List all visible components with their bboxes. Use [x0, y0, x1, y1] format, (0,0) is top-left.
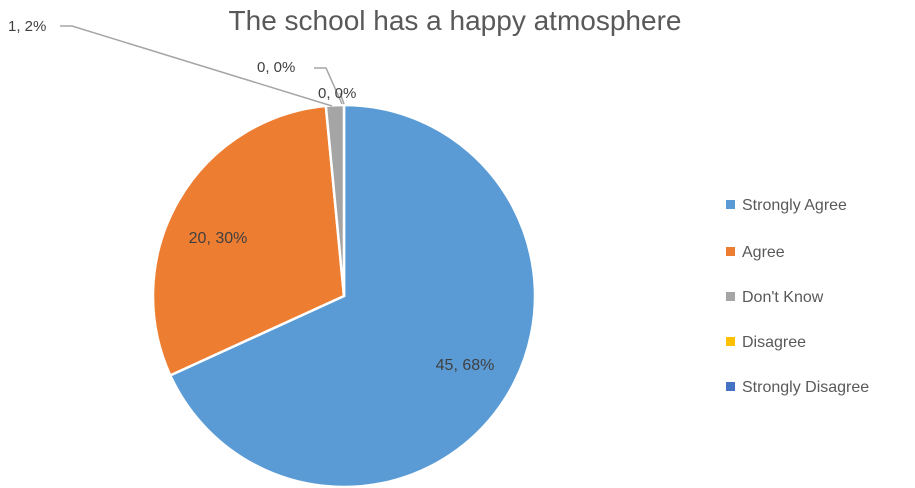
legend-swatch-strongly-disagree	[726, 382, 735, 391]
legend-label-strongly-disagree: Strongly Disagree	[742, 379, 869, 396]
legend: Strongly Agree Agree Don't Know Disagree…	[726, 197, 869, 396]
data-label-don-t-know: 1, 2%	[8, 18, 46, 35]
legend-item-agree[interactable]: Agree	[726, 244, 785, 261]
pie-slice-strongly-agree[interactable]	[168, 103, 537, 488]
legend-swatch-dont-know	[726, 292, 735, 301]
legend-swatch-strongly-agree	[726, 200, 735, 209]
data-labels: 45, 68% 20, 30% 1, 2% 0, 0% 0, 0%	[8, 18, 494, 374]
pie-slice-agree[interactable]	[151, 104, 346, 378]
legend-item-strongly-disagree[interactable]: Strongly Disagree	[726, 379, 869, 396]
data-label-agree: 20, 30%	[189, 230, 248, 247]
data-label-disagree: 0, 0%	[257, 59, 295, 76]
data-label-strongly-disagree: 0, 0%	[318, 85, 356, 102]
legend-label-agree: Agree	[742, 244, 785, 261]
data-label-strongly-agree: 45, 68%	[436, 357, 495, 374]
chart-title: The school has a happy atmosphere	[229, 5, 682, 36]
legend-swatch-disagree	[726, 337, 735, 346]
leader-line-strongly-disagree	[339, 92, 345, 105]
leader-lines	[60, 25, 345, 107]
pie-slice-don-t-know[interactable]	[324, 103, 346, 297]
pie-slices	[151, 103, 537, 488]
legend-item-dont-know[interactable]: Don't Know	[726, 289, 824, 306]
legend-item-disagree[interactable]: Disagree	[726, 334, 806, 351]
legend-item-strongly-agree[interactable]: Strongly Agree	[726, 197, 847, 214]
leader-line-disagree	[314, 67, 343, 105]
legend-swatch-agree	[726, 247, 735, 256]
leader-line-don-t-know	[60, 25, 333, 107]
legend-label-strongly-agree: Strongly Agree	[742, 197, 847, 214]
legend-label-dont-know: Don't Know	[742, 289, 824, 306]
legend-label-disagree: Disagree	[742, 334, 806, 351]
